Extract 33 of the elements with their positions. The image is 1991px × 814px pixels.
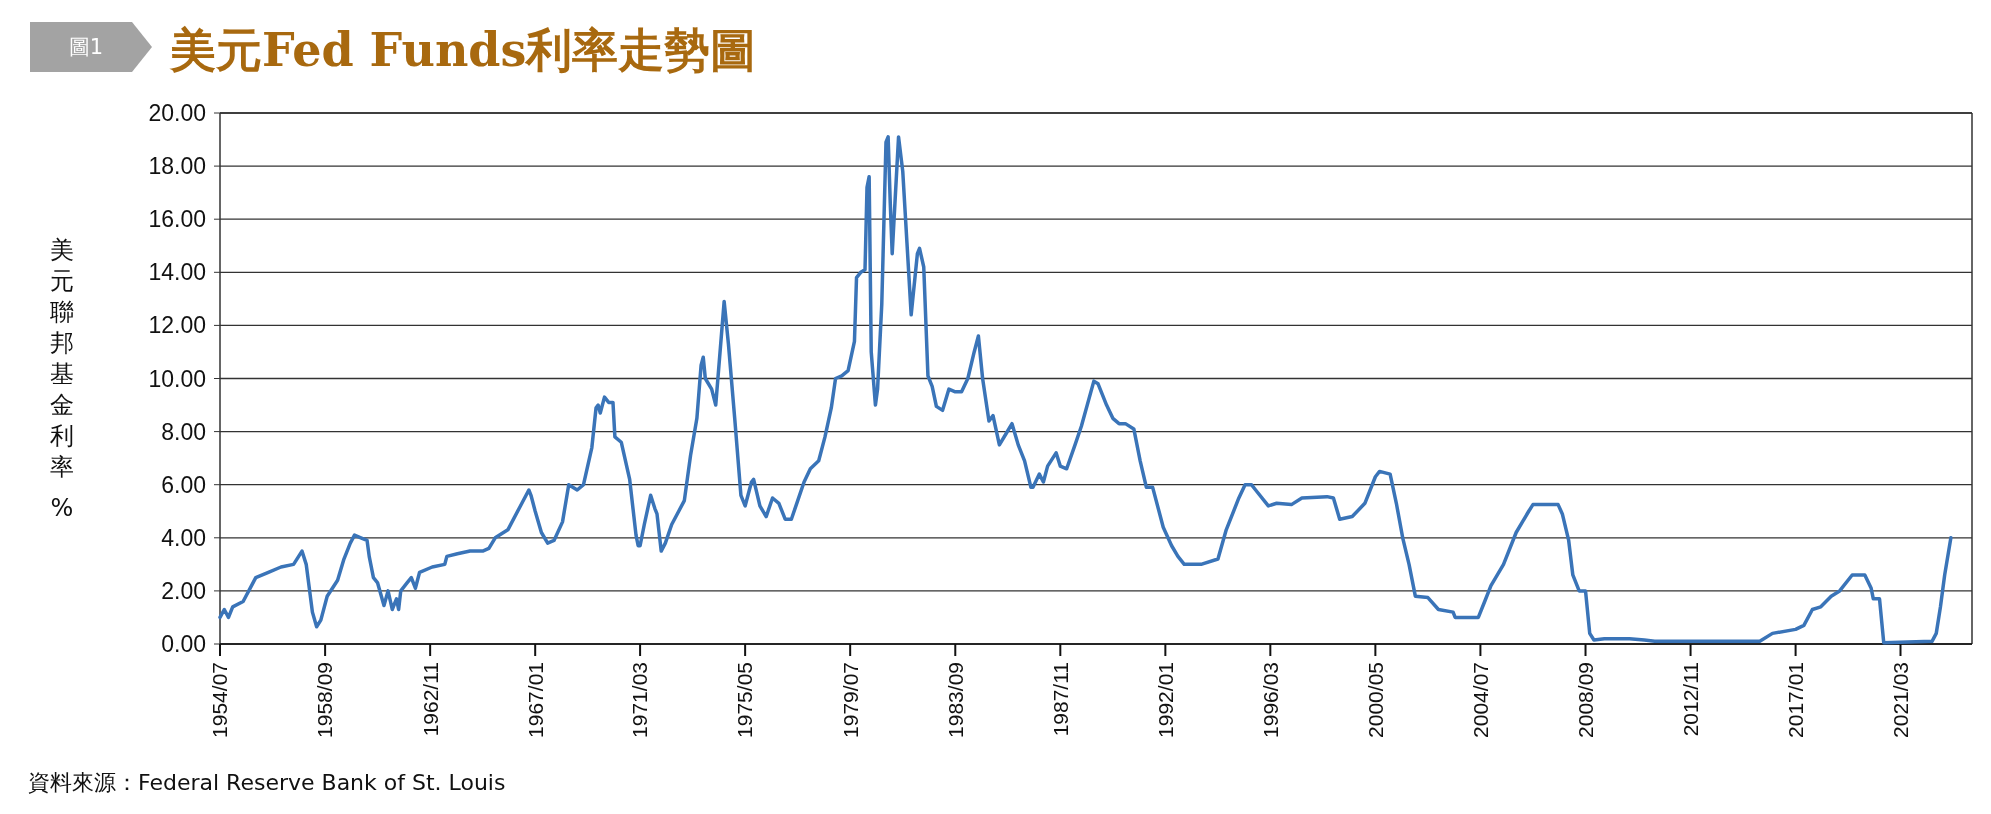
line-series bbox=[218, 135, 1953, 645]
y-tick-label: 14.00 bbox=[148, 259, 206, 286]
x-tick-label: 1987/11 bbox=[1048, 662, 1072, 737]
x-tick-label: 2021/03 bbox=[1888, 662, 1912, 738]
y-tick-label: 12.00 bbox=[148, 312, 206, 339]
y-tick-label: 20.00 bbox=[148, 100, 206, 127]
x-tick-label: 1979/07 bbox=[838, 662, 862, 738]
y-tick-label: 4.00 bbox=[161, 524, 206, 551]
x-tick-label: 1971/03 bbox=[628, 662, 652, 738]
y-tick-label: 18.00 bbox=[148, 153, 206, 180]
x-tick-label: 1996/03 bbox=[1258, 662, 1282, 738]
x-tick-label: 2008/09 bbox=[1573, 662, 1597, 738]
x-tick-label: 2000/05 bbox=[1363, 662, 1387, 738]
source-note: 資料來源：Federal Reserve Bank of St. Louis bbox=[28, 770, 506, 795]
x-tick-label: 2012/11 bbox=[1678, 662, 1702, 737]
caption: 圖1 bbox=[68, 35, 104, 60]
x-tick-label: 1967/01 bbox=[523, 662, 547, 738]
chart-title: 美元Fed Funds利率走勢圖 bbox=[169, 23, 757, 77]
x-tick-label: 1962/11 bbox=[418, 662, 442, 737]
x-tick-label: 1992/01 bbox=[1153, 662, 1177, 738]
x-tick-label: 1983/09 bbox=[943, 662, 967, 738]
y-tick-label: 2.00 bbox=[161, 577, 206, 604]
y-tick-label: 8.00 bbox=[161, 418, 206, 445]
x-tick-label: 1954/07 bbox=[208, 662, 232, 738]
y-tick-label: 6.00 bbox=[161, 471, 206, 498]
x-tick-label: 2004/07 bbox=[1468, 662, 1492, 738]
y-tick-label: 0.00 bbox=[161, 631, 206, 658]
y-tick-label: 10.00 bbox=[148, 365, 206, 392]
x-tick-label: 2017/01 bbox=[1783, 662, 1807, 738]
y-tick-label: 16.00 bbox=[148, 206, 206, 233]
text: 美元聯邦基金利率% bbox=[50, 236, 74, 522]
x-tick-label: 1975/05 bbox=[733, 662, 757, 738]
x-tick-label: 1958/09 bbox=[313, 662, 337, 738]
